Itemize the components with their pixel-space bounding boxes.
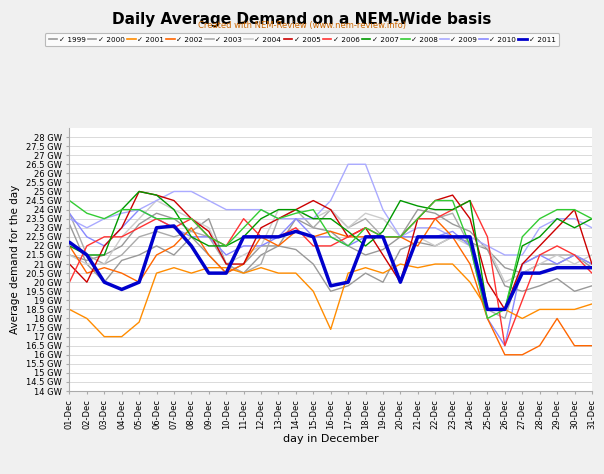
Y-axis label: Average demand for the day: Average demand for the day — [10, 185, 21, 334]
Legend: ✓ 1999, ✓ 2000, ✓ 2001, ✓ 2002, ✓ 2003, ✓ 2004, ✓ 2005, ✓ 2006, ✓ 2007, ✓ 2008, : ✓ 1999, ✓ 2000, ✓ 2001, ✓ 2002, ✓ 2003, … — [45, 33, 559, 46]
Text: Daily Average Demand on a NEM-Wide basis: Daily Average Demand on a NEM-Wide basis — [112, 12, 492, 27]
X-axis label: day in December: day in December — [283, 434, 379, 444]
Text: Created with NEM-Review (www.nem-review.info): Created with NEM-Review (www.nem-review.… — [198, 21, 406, 30]
